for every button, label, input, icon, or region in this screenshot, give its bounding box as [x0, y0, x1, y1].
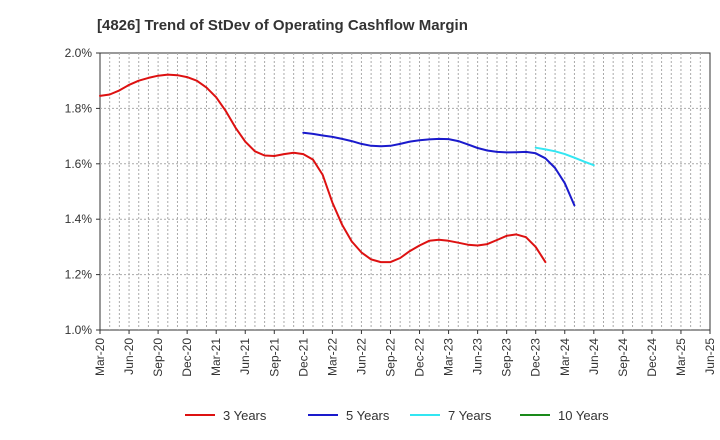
x-tick-label: Sep-24	[616, 338, 630, 377]
y-tick-label: 1.4%	[65, 212, 93, 226]
x-tick-label: Jun-22	[354, 338, 368, 375]
series-line-2	[302, 131, 576, 207]
y-tick-label: 1.0%	[65, 323, 93, 337]
legend-label: 10 Years	[558, 408, 609, 423]
legend-label: 3 Years	[223, 408, 267, 423]
x-tick-label: Dec-23	[529, 338, 543, 377]
x-tick-label: Jun-24	[587, 338, 601, 375]
legend-label: 5 Years	[346, 408, 390, 423]
y-tick-label: 1.8%	[65, 101, 93, 115]
series-lines	[99, 73, 595, 264]
grid-lines	[100, 53, 710, 330]
x-tick-label: Mar-22	[325, 338, 339, 376]
plot-area	[99, 52, 711, 331]
x-axis-ticks: Mar-20 Jun-20 Sep-20 Dec-20 Mar-21 Jun-21 Sep-…	[93, 330, 717, 377]
y-tick-label: 1.2%	[65, 268, 93, 282]
series-line-1	[99, 73, 547, 264]
x-tick-label: Dec-22	[413, 338, 427, 377]
x-tick-label: Sep-21	[267, 338, 281, 377]
y-tick-label: 1.6%	[65, 157, 93, 171]
x-tick-label: Jun-23	[471, 338, 485, 375]
x-tick-label: Mar-25	[674, 338, 688, 376]
legend-label: 7 Years	[448, 408, 492, 423]
x-tick-label: Mar-23	[442, 338, 456, 376]
x-tick-label: Dec-21	[296, 338, 310, 377]
x-tick-label: Dec-24	[645, 338, 659, 377]
x-tick-label: Jun-21	[238, 338, 252, 375]
series-line-3	[534, 146, 595, 167]
x-tick-label: Dec-20	[180, 338, 194, 377]
y-axis-ticks: 1.0% 1.2% 1.4% 1.6% 1.8% 2.0%	[65, 46, 100, 337]
x-tick-label: Mar-21	[209, 338, 223, 376]
x-tick-label: Mar-24	[558, 338, 572, 376]
y-tick-label: 2.0%	[65, 46, 93, 60]
x-tick-label: Sep-22	[383, 338, 397, 377]
x-tick-label: Mar-20	[93, 338, 107, 376]
x-tick-label: Sep-23	[500, 338, 514, 377]
x-tick-label: Jun-20	[122, 338, 136, 375]
chart-title: [4826] Trend of StDev of Operating Cashf…	[97, 17, 468, 34]
x-tick-label: Sep-20	[151, 338, 165, 377]
legend: 3 Years 5 Years 7 Years 10 Years	[185, 408, 609, 423]
x-tick-label: Jun-25	[703, 338, 717, 375]
